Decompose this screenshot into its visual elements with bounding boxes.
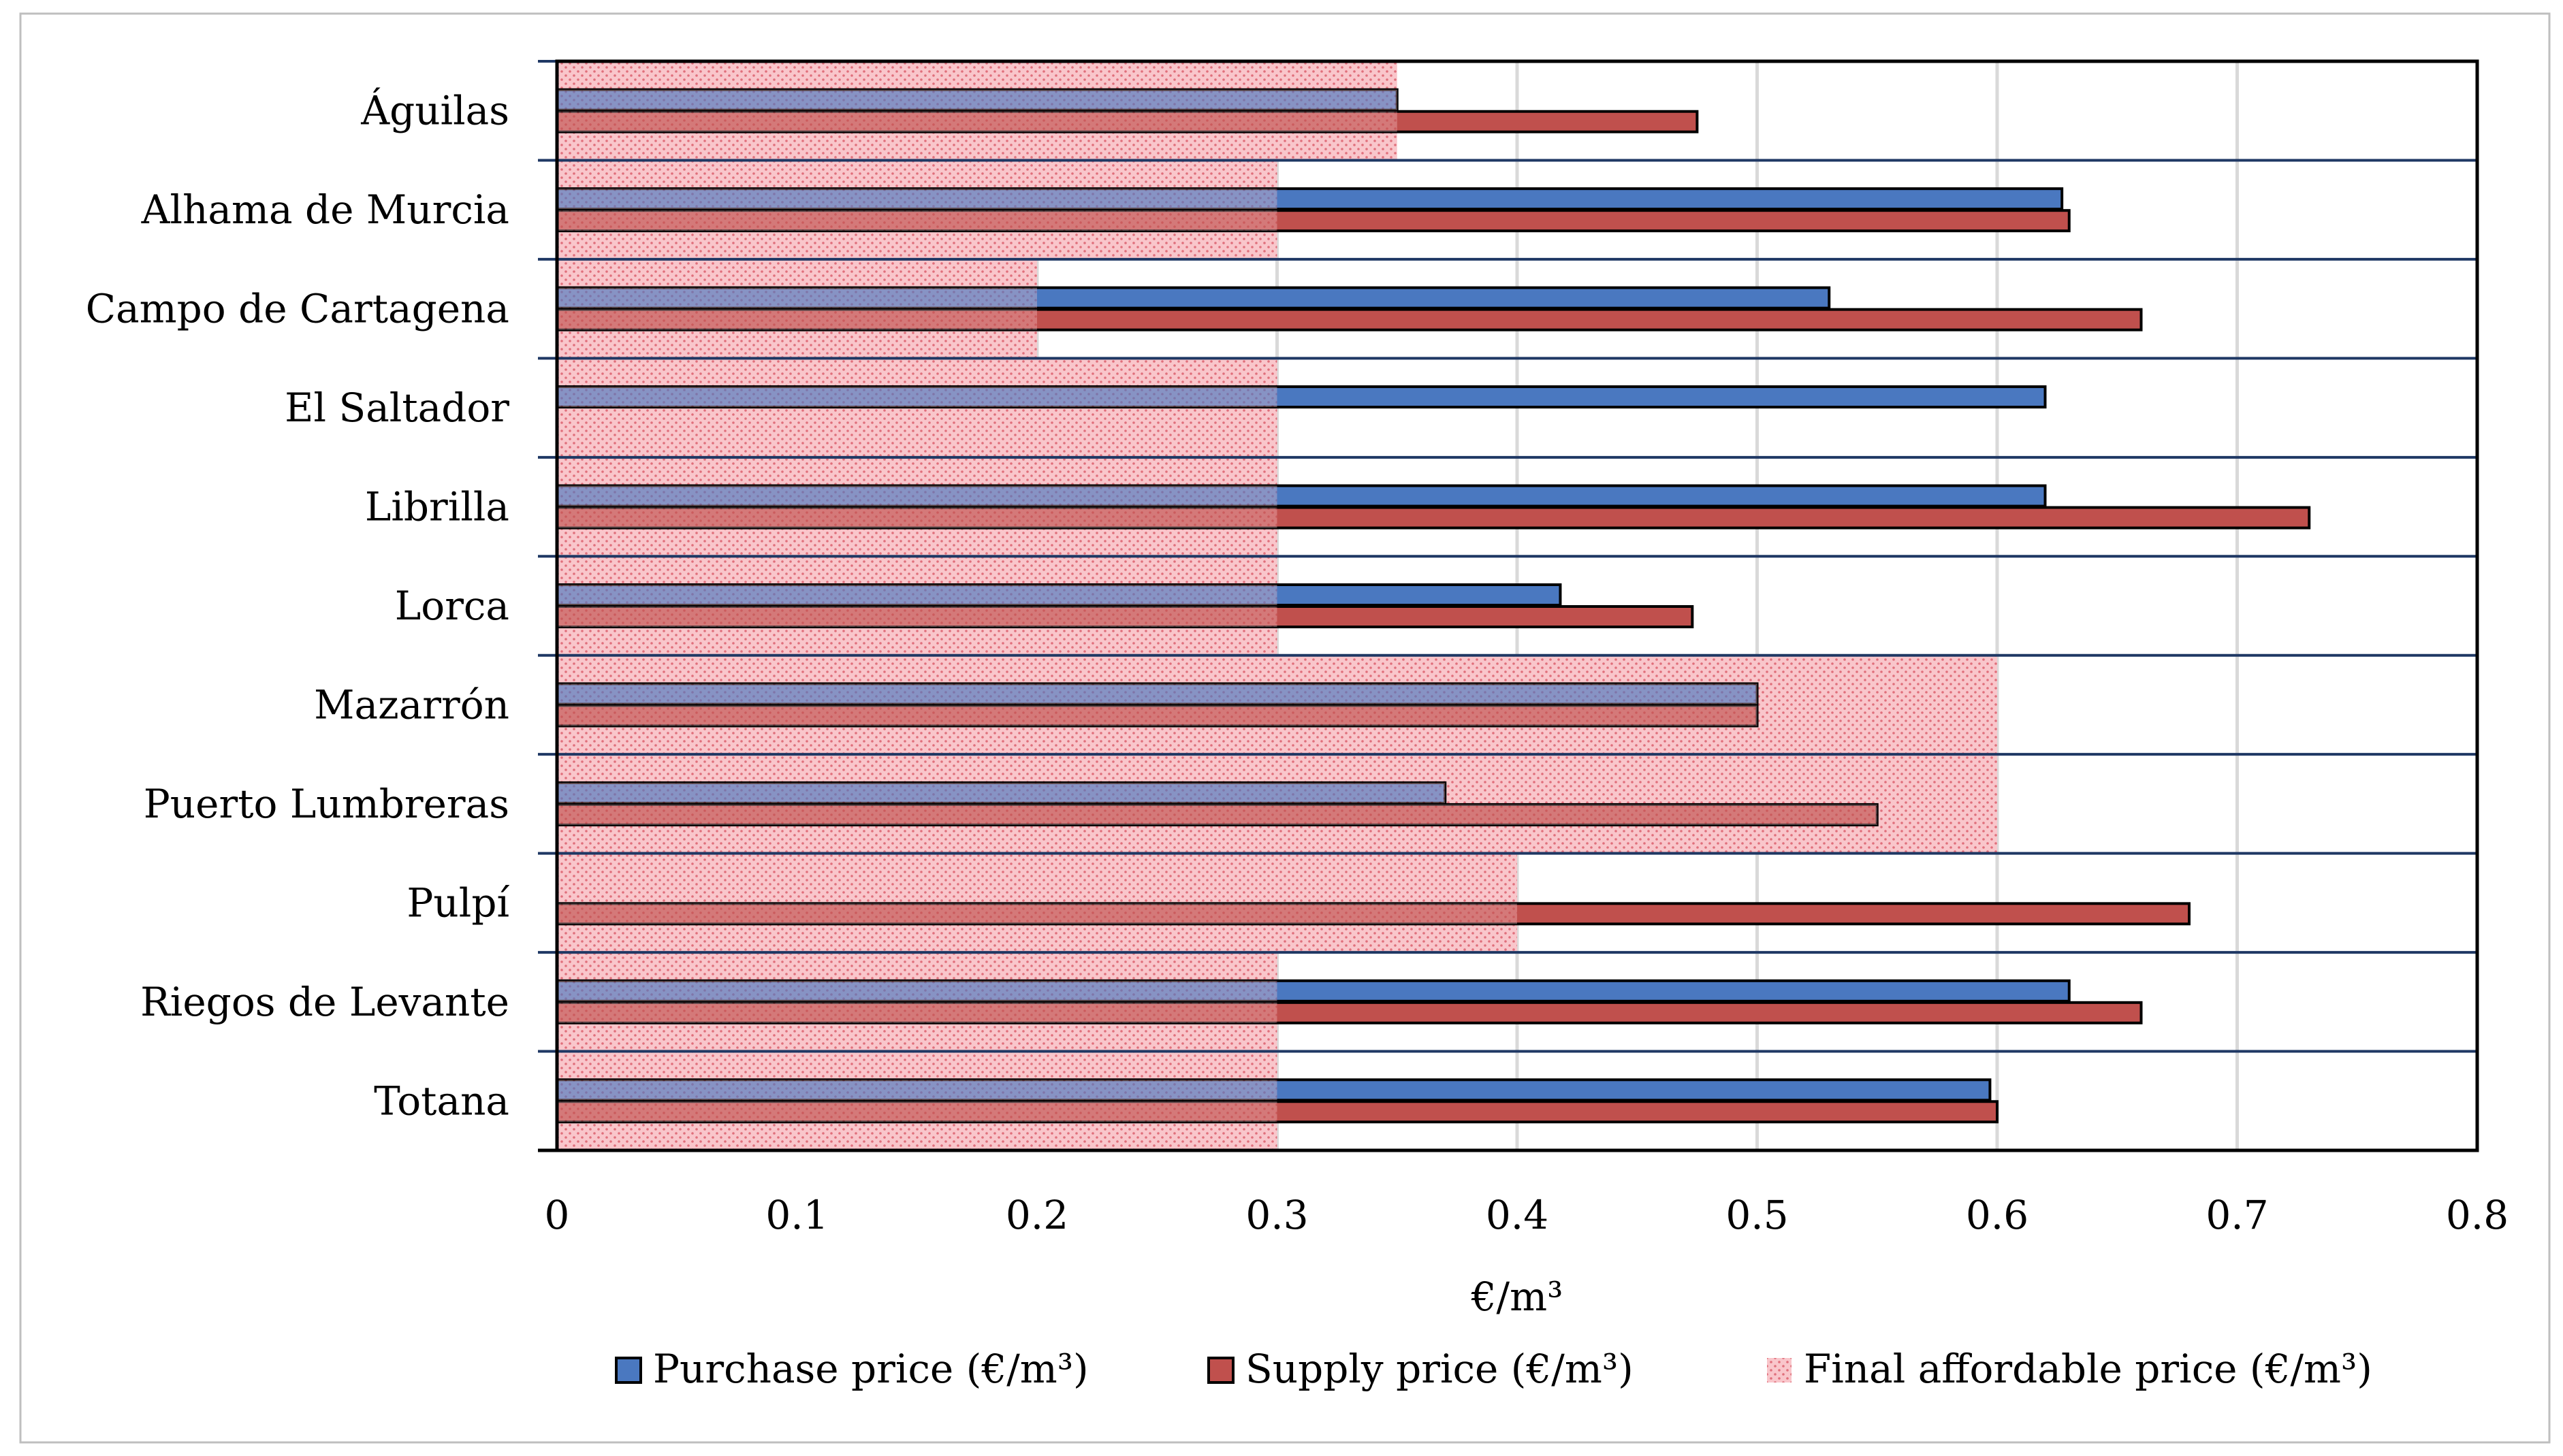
band-overlay [557,980,1277,1001]
x-tick-label: 0.8 [2446,1192,2509,1238]
band-overlay [557,189,1277,210]
x-tick-label: 0.1 [765,1192,828,1238]
band-overlay [557,1080,1277,1101]
legend-label: Supply price (€/m³) [1245,1346,1634,1392]
category-label: Totana [374,1078,509,1124]
band-overlay [557,507,1277,528]
x-tick-label: 0.5 [1725,1192,1788,1238]
category-label: Pulpí [407,879,509,926]
x-tick-label: 0.6 [1966,1192,2028,1238]
band-overlay [557,387,1277,408]
category-label: Campo de Cartagena [86,286,509,332]
band-overlay [557,804,1877,825]
band-overlay [557,210,1277,231]
category-label: Riegos de Levante [140,979,509,1025]
band-overlay [557,782,1446,803]
plot-area-border [555,59,2479,1152]
band-overlay [557,903,1517,924]
band-overlay [557,585,1277,605]
x-tick-label: 0.4 [1486,1192,1548,1238]
band-overlay [557,287,1037,308]
category-label: Lorca [395,583,509,629]
band-overlay [557,309,1037,330]
band-overlay [557,89,1397,110]
band-overlay [557,705,1757,726]
band-overlay [557,606,1277,627]
category-label: Puerto Lumbreras [144,781,509,827]
legend-supply-price: Supply price (€/m³) [1207,1346,1634,1392]
category-label: Alhama de Murcia [141,187,509,233]
legend-final-affordable-price: Final affordable price (€/m³) [1767,1346,2372,1392]
legend-label: Purchase price (€/m³) [653,1346,1089,1392]
category-label: Águilas [360,88,509,134]
band-overlay [557,1101,1277,1122]
band-overlay [557,485,1277,506]
x-tick-label: 0 [545,1192,570,1238]
band-overlay [557,1002,1277,1023]
x-tick-label: 0.7 [2206,1192,2268,1238]
legend-label: Final affordable price (€/m³) [1804,1346,2372,1392]
category-label: Librilla [365,484,509,530]
x-tick-label: 0.2 [1006,1192,1068,1238]
legend-swatch [615,1357,642,1384]
x-axis-label: €/m³ [1471,1274,1563,1320]
band-overlay [557,683,1757,705]
category-label: El Saltador [285,385,509,431]
band-overlay [557,111,1397,132]
x-tick-label: 0.3 [1245,1192,1308,1238]
category-label: Mazarrón [314,681,509,728]
legend-swatch [1767,1358,1792,1382]
legend-purchase-price: Purchase price (€/m³) [615,1346,1089,1392]
legend-swatch [1207,1357,1235,1384]
